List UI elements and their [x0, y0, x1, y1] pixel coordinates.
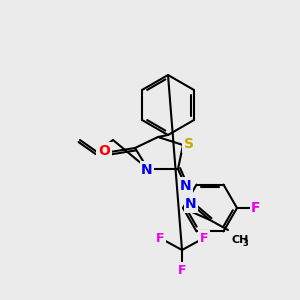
Text: F: F: [178, 263, 186, 277]
Text: F: F: [156, 232, 164, 244]
Text: O: O: [98, 144, 110, 158]
Text: 3: 3: [242, 238, 248, 247]
Text: F: F: [251, 201, 261, 215]
Text: N: N: [180, 179, 192, 193]
Text: S: S: [184, 137, 194, 151]
Text: N: N: [141, 163, 153, 177]
Text: CH: CH: [232, 235, 249, 245]
Text: F: F: [200, 232, 208, 244]
Text: N: N: [185, 197, 197, 211]
